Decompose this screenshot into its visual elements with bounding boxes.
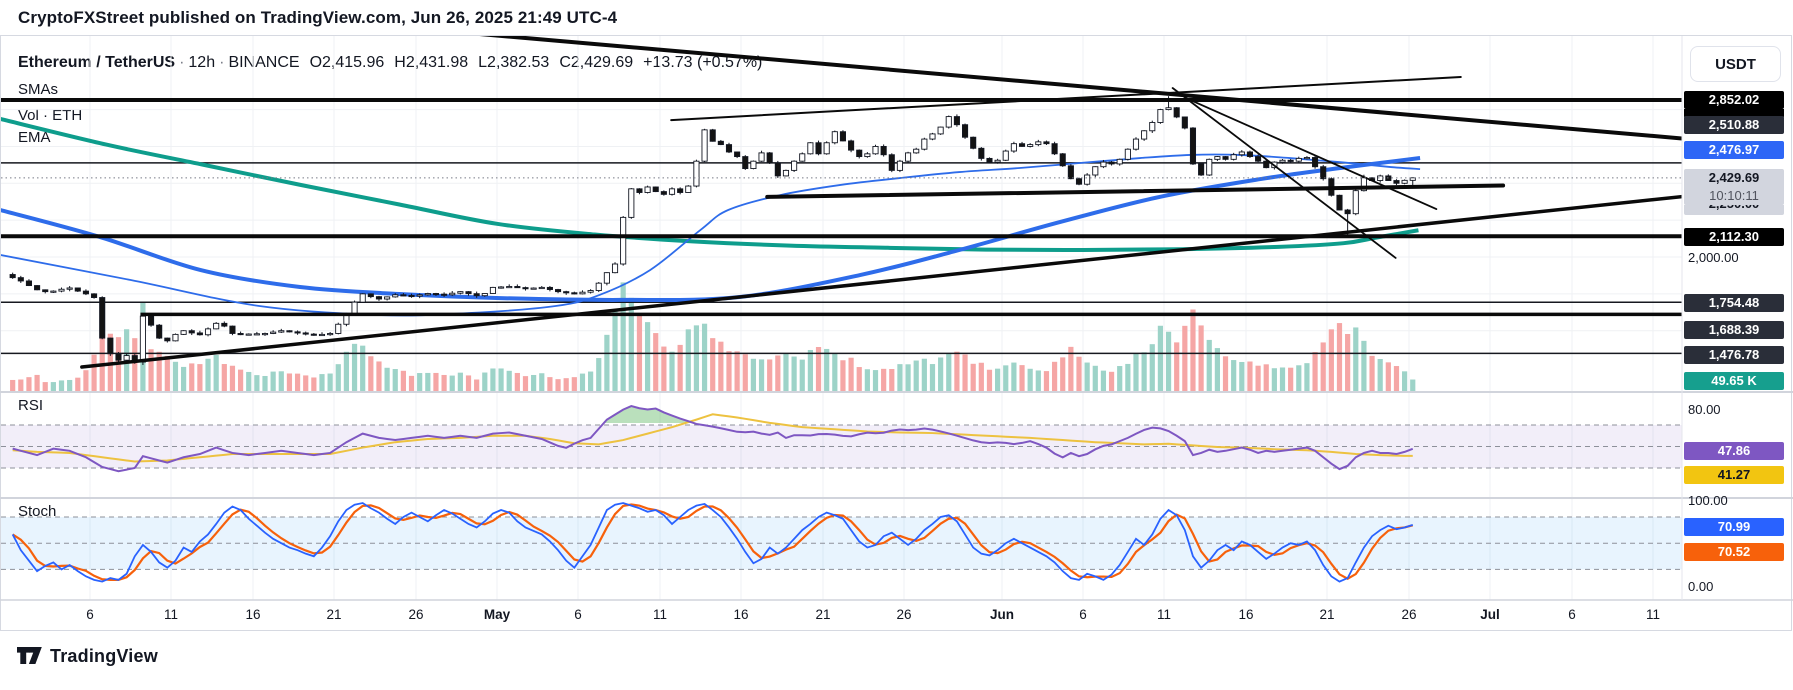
price-label-clipped: ········ — [1684, 109, 1784, 118]
time-axis-month-label: May — [483, 607, 511, 622]
time-axis-day-label: 6 — [1568, 607, 1576, 622]
time-axis-day-label: 11 — [1645, 607, 1661, 622]
exchange-label: BINANCE — [228, 54, 300, 71]
shallow-down-from-june-top — [1184, 97, 1438, 210]
time-axis-day-label: 26 — [896, 607, 912, 622]
time-axis-day-label: 11 — [1156, 607, 1172, 622]
price-scale-label: 2,510.88 — [1684, 116, 1784, 134]
tradingview-logo-icon — [17, 647, 42, 664]
price-scale-label: 41.27 — [1684, 466, 1784, 484]
separator-dot: · — [219, 54, 225, 71]
tradingview-footer[interactable]: TradingView — [16, 644, 158, 668]
time-scale[interactable]: 6 11 16 21 26 May 6 11 16 21 26 Jun 6 11 16 21 26 Jul 6 11 — [0, 600, 1682, 631]
sma-teal-line — [1, 117, 1419, 253]
price-scale-label: 2,852.02 — [1684, 91, 1784, 109]
stoch-pane-title[interactable]: Stoch — [18, 503, 57, 520]
symbol-name[interactable]: Ethereum / TetherUS — [18, 54, 176, 71]
time-axis-day-label: 26 — [1401, 607, 1417, 622]
change-value: +13.73 (+0.57%) — [643, 54, 763, 71]
time-axis-month-label: Jun — [989, 607, 1015, 622]
tradingview-brand-text: TradingView — [50, 645, 158, 666]
price-scale-label: 1,688.39 — [1684, 321, 1784, 339]
price-scale-tick: 2,000.00 — [1688, 250, 1739, 265]
price-scale-label: 70.52 — [1684, 543, 1784, 561]
horizontal-support-ray — [765, 183, 1506, 199]
ema-blue-slow-line — [1, 156, 1421, 303]
rsi-line — [12, 405, 1414, 473]
legend-item-ema[interactable]: EMA — [18, 129, 51, 146]
price-scale-label: 1,476.78 — [1684, 346, 1784, 364]
attribution-headline: CryptoFXStreet published on TradingView.… — [18, 8, 618, 27]
price-scale-label: 2,476.97 — [1684, 141, 1784, 159]
time-axis-day-label: 16 — [733, 607, 749, 622]
time-axis-day-label: 16 — [245, 607, 261, 622]
plot-layers — [1, 36, 1682, 600]
price-scale-label: 2,429.69 10:10:11 — [1684, 169, 1784, 205]
time-axis-day-label: 21 — [326, 607, 342, 622]
time-axis-day-label: 16 — [1238, 607, 1254, 622]
ascending-support-long — [80, 194, 1682, 369]
rising-channel-top-thin — [670, 75, 1462, 122]
interval-label[interactable]: 12h — [188, 54, 216, 71]
rsi-pane-title[interactable]: RSI — [18, 397, 44, 414]
price-scale-tick: 100.00 — [1688, 493, 1728, 508]
stoch-k-line — [11, 502, 1414, 583]
price-scale-label: 47.86 — [1684, 442, 1784, 460]
ohlc-high: H2,431.98 — [394, 54, 469, 71]
volume-bars — [10, 282, 1416, 391]
ohlc-low: L2,382.53 — [478, 54, 550, 71]
time-axis-day-label: 11 — [652, 607, 668, 622]
separator-dot: · — [179, 54, 185, 71]
time-axis-day-label: 6 — [1079, 607, 1087, 622]
time-axis-day-label: 21 — [1319, 607, 1335, 622]
price-scale-tick: 0.00 — [1688, 579, 1714, 594]
price-label-clipped: 2,250.00 — [1684, 205, 1784, 215]
time-axis-month-label: Jul — [1480, 607, 1500, 622]
price-scale-label: 70.99 — [1684, 518, 1784, 536]
currency-toggle-button[interactable]: USDT — [1690, 46, 1781, 82]
candles — [9, 96, 1416, 365]
time-axis-day-label: 6 — [574, 607, 582, 622]
price-scale[interactable]: USDT ········ 2,250.00 2,852.02 2,510.88 2,4… — [1682, 35, 1792, 600]
time-axis-day-label: 21 — [815, 607, 831, 622]
price-scale-label: 49.65 K — [1684, 372, 1784, 390]
time-axis-day-label: 6 — [86, 607, 94, 622]
price-scale-label: 2,112.30 — [1684, 228, 1784, 246]
ohlc-open: O2,415.96 — [309, 54, 385, 71]
time-axis-day-label: 26 — [408, 607, 424, 622]
descending-resistance-thick — [479, 36, 1682, 141]
legend-item-smas[interactable]: SMAs — [18, 81, 59, 98]
rsi-overbought-fill — [603, 406, 694, 423]
time-axis-day-label: 11 — [163, 607, 179, 622]
legend-item-volume[interactable]: Vol · ETH — [18, 107, 83, 124]
stoch-d-line — [12, 503, 1414, 581]
symbol-title-row[interactable]: Ethereum / TetherUS · 12h · BINANCE O2,415.96… — [18, 54, 762, 72]
steep-down-from-june-top — [1171, 87, 1397, 259]
price-scale-tick: 80.00 — [1688, 402, 1721, 417]
price-scale-label: 1,754.48 — [1684, 294, 1784, 312]
